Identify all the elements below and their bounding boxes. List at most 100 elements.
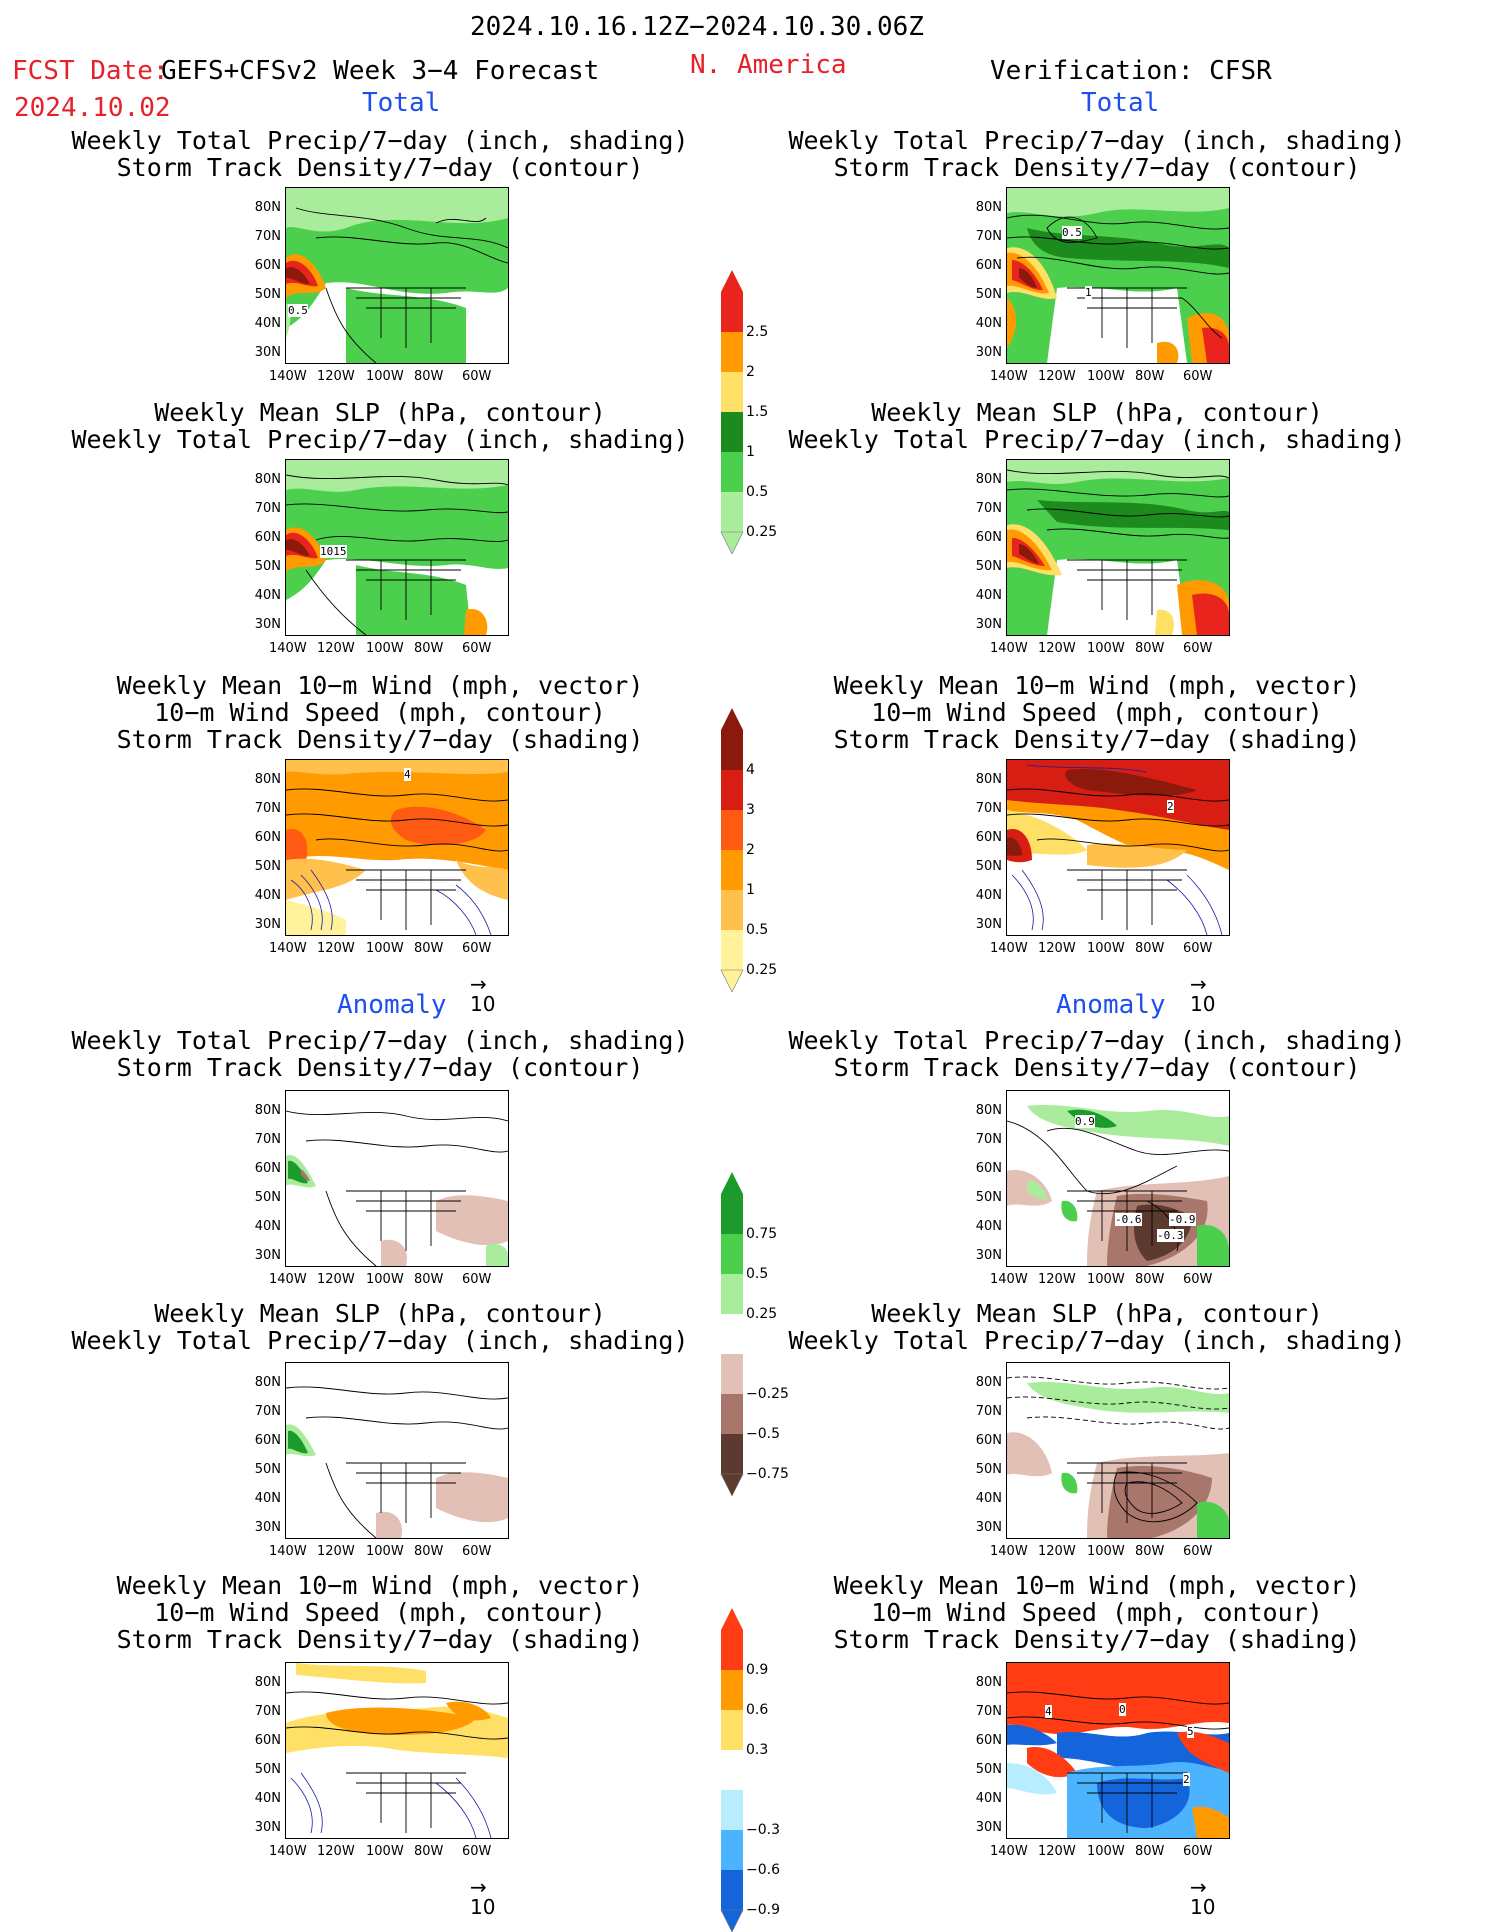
scale-label: 1 — [746, 444, 755, 460]
lon-tick-label: 60W — [1183, 369, 1213, 384]
lat-tick-label: 50N — [254, 1462, 281, 1477]
lon-tick-label: 80W — [1135, 1544, 1165, 1559]
lat-tick-label: 30N — [254, 917, 281, 932]
scale-label: 0.5 — [746, 922, 769, 938]
map-anom-wind-storm-forecast — [285, 1662, 509, 1839]
lon-tick-label: 60W — [1183, 1272, 1213, 1287]
contour-label: 4 — [1045, 1705, 1052, 1718]
lat-tick-label: 70N — [254, 501, 281, 516]
lon-tick-label: 100W — [1087, 941, 1125, 956]
title-anom-wind-storm-verif: Weekly Mean 10−m Wind (mph, vector) 10−m… — [833, 1571, 1361, 1654]
arrow-right-icon: → — [1190, 972, 1207, 996]
map-anom-slp-precip-forecast — [285, 1362, 509, 1539]
date-range-title: 2024.10.16.12Z−2024.10.30.06Z — [470, 12, 924, 42]
contour-label: 0.5 — [1062, 226, 1082, 239]
lon-tick-label: 60W — [1183, 641, 1213, 656]
lat-tick-label: 80N — [975, 1675, 1002, 1690]
lat-tick-label: 80N — [975, 1375, 1002, 1390]
scale-label: 3 — [746, 802, 755, 818]
lat-tick-label: 80N — [975, 1103, 1002, 1118]
lon-tick-label: 60W — [462, 369, 492, 384]
scale-label: 4 — [746, 762, 755, 778]
scale-segment — [721, 1750, 743, 1790]
lon-tick-label: 120W — [317, 641, 355, 656]
lat-tick-label: 60N — [254, 830, 281, 845]
arrow-right-icon: → — [470, 972, 487, 996]
lat-tick-label: 40N — [975, 1219, 1002, 1234]
contour-label: 4 — [404, 768, 411, 781]
title-total-slp-precip-verif: Weekly Mean SLP (hPa, contour) Weekly To… — [788, 398, 1406, 454]
lat-tick-label: 60N — [975, 1733, 1002, 1748]
lat-tick-label: 30N — [975, 345, 1002, 360]
scale-segment — [721, 1830, 743, 1870]
vector-ref-total-forecast: → — [470, 972, 487, 996]
lat-tick-label: 30N — [254, 617, 281, 632]
lon-tick-label: 120W — [1038, 941, 1076, 956]
scale-precip-anomaly — [720, 1172, 744, 1496]
lat-tick-label: 40N — [254, 1491, 281, 1506]
scale-label: 0.6 — [746, 1702, 769, 1718]
lon-tick-label: 140W — [990, 1272, 1028, 1287]
scale-label: 2 — [746, 364, 755, 380]
lon-tick-label: 140W — [990, 1844, 1028, 1859]
scale-segment — [721, 1354, 743, 1394]
lat-tick-label: 40N — [254, 888, 281, 903]
contour-label: -0.3 — [1157, 1229, 1184, 1242]
title-anom-slp-precip-forecast: Weekly Mean SLP (hPa, contour) Weekly To… — [71, 1299, 689, 1355]
scale-segment — [721, 930, 743, 970]
lat-tick-label: 80N — [254, 1375, 281, 1390]
lon-tick-label: 80W — [414, 1544, 444, 1559]
scale-segment — [721, 1314, 743, 1354]
lon-tick-label: 60W — [462, 1272, 492, 1287]
lon-tick-label: 120W — [1038, 1544, 1076, 1559]
vector-ref-total-forecast-value: 10 — [470, 992, 496, 1016]
contour-label: -0.6 — [1115, 1213, 1142, 1226]
scale-segment — [721, 770, 743, 810]
lat-tick-label: 30N — [254, 1520, 281, 1535]
lat-tick-label: 80N — [975, 772, 1002, 787]
lon-tick-label: 120W — [317, 1544, 355, 1559]
lon-tick-label: 120W — [1038, 1844, 1076, 1859]
lat-tick-label: 40N — [975, 888, 1002, 903]
vector-ref-anom-forecast: → — [470, 1875, 487, 1899]
lat-tick-label: 70N — [254, 1704, 281, 1719]
lat-tick-label: 60N — [975, 530, 1002, 545]
lat-tick-label: 30N — [254, 345, 281, 360]
lon-tick-label: 120W — [317, 369, 355, 384]
map-anom-precip-storm-verif: 0.9 -0.6 -0.9 -0.3 — [1006, 1090, 1230, 1267]
scale-storm-total — [720, 708, 744, 992]
scale-segment — [721, 1670, 743, 1710]
lon-tick-label: 120W — [317, 1272, 355, 1287]
map-total-wind-storm-forecast: 4 — [285, 759, 509, 936]
lat-tick-label: 60N — [254, 258, 281, 273]
lon-tick-label: 60W — [462, 1844, 492, 1859]
scale-segment — [721, 810, 743, 850]
arrow-right-icon: → — [470, 1875, 487, 1899]
scale-segment — [721, 1630, 743, 1670]
lat-tick-label: 40N — [975, 588, 1002, 603]
contour-label: 1 — [1085, 286, 1092, 299]
lon-tick-label: 140W — [269, 1272, 307, 1287]
lon-tick-label: 80W — [414, 1844, 444, 1859]
title-total-slp-precip-forecast: Weekly Mean SLP (hPa, contour) Weekly To… — [71, 398, 689, 454]
lat-tick-label: 40N — [254, 588, 281, 603]
contour-label: 2 — [1167, 800, 1174, 813]
title-total-precip-storm-verif: Weekly Total Precip/7−day (inch, shading… — [788, 126, 1406, 182]
scale-label: 0.5 — [746, 484, 769, 500]
lon-tick-label: 80W — [1135, 641, 1165, 656]
scale-arrow-bottom — [720, 1909, 744, 1932]
scale-label: −0.75 — [746, 1466, 789, 1482]
lat-tick-label: 70N — [975, 801, 1002, 816]
lon-tick-label: 80W — [1135, 941, 1165, 956]
lat-tick-label: 50N — [975, 559, 1002, 574]
scale-label: 0.25 — [746, 962, 778, 978]
lon-tick-label: 100W — [366, 369, 404, 384]
map-anom-slp-precip-verif — [1006, 1362, 1230, 1539]
vector-ref-anom-verif-value: 10 — [1190, 1895, 1216, 1919]
scale-label: 2 — [746, 842, 755, 858]
lon-tick-label: 120W — [317, 1844, 355, 1859]
lat-tick-label: 60N — [254, 1733, 281, 1748]
lat-tick-label: 70N — [254, 229, 281, 244]
scale-label: 0.3 — [746, 1742, 769, 1758]
lon-tick-label: 80W — [414, 1272, 444, 1287]
